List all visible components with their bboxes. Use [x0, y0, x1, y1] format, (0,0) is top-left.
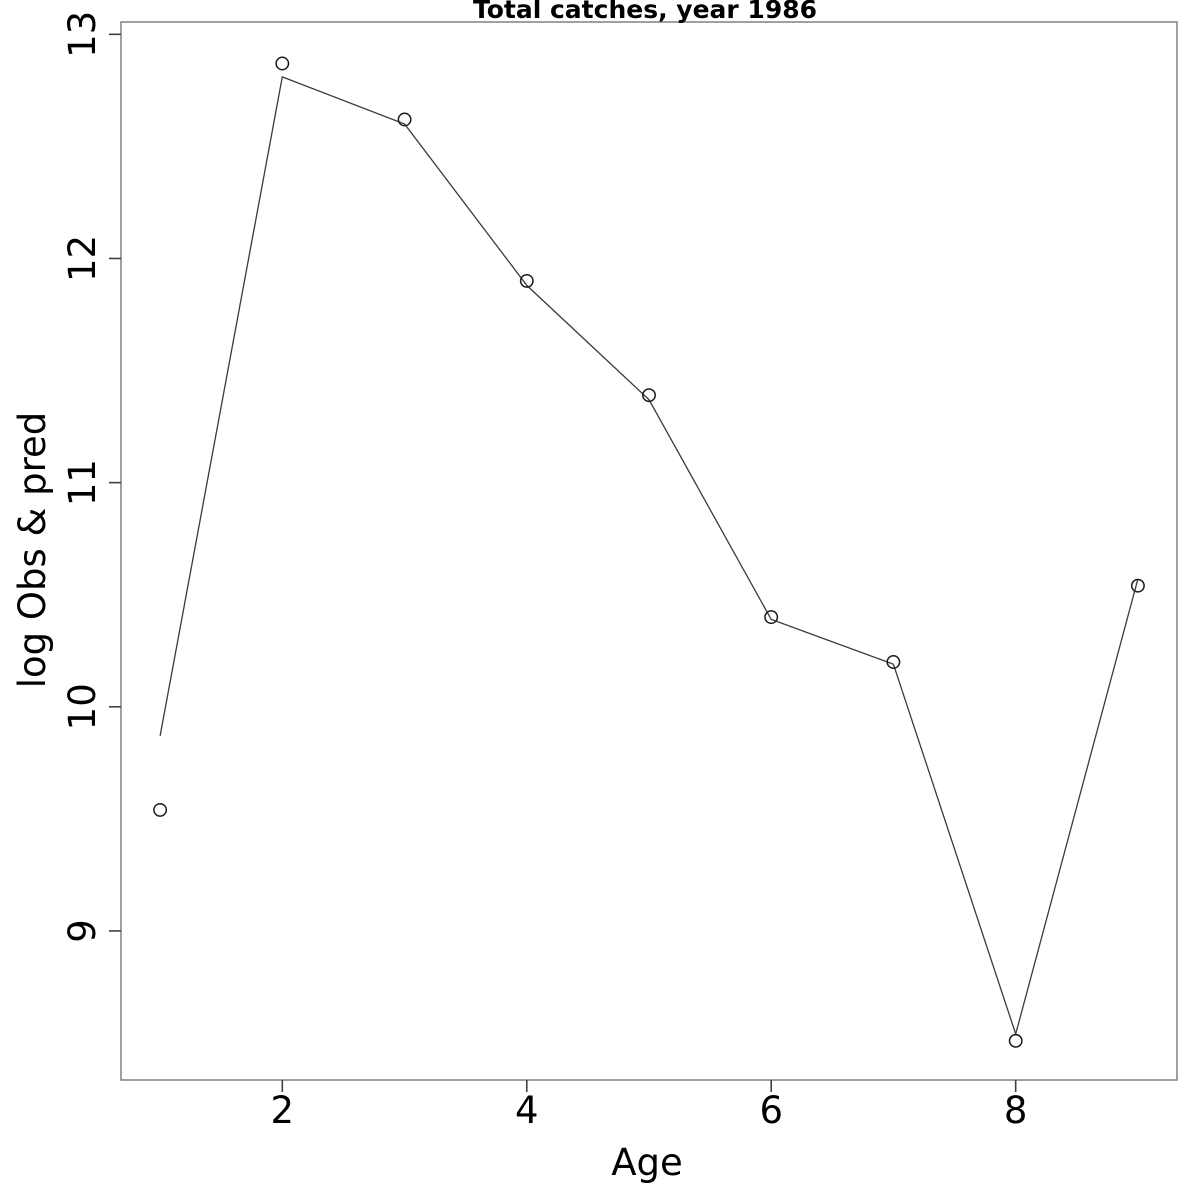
- prediction-polyline: [159, 76, 1139, 1037]
- plot-border: [120, 21, 1178, 1081]
- prediction-line-series: [159, 76, 1139, 1037]
- x-axis-ticks: 2 4 6 8: [271, 1080, 1028, 1132]
- y-axis-ticks: 9 10 11 12 13: [61, 11, 121, 943]
- y-tick-label: 10: [61, 683, 104, 730]
- observed-point-age-5: [642, 388, 656, 403]
- observed-point-age-4: [519, 273, 534, 288]
- y-tick-label: 13: [61, 11, 104, 58]
- observed-point-age-2: [275, 56, 290, 71]
- x-tick-label: 4: [515, 1089, 539, 1132]
- y-tick-label: 9: [61, 919, 104, 943]
- observed-point-age-7: [886, 655, 901, 669]
- y-tick-label: 11: [61, 459, 104, 506]
- x-tick-label: 2: [271, 1089, 295, 1132]
- observed-point-age-6: [764, 610, 779, 625]
- x-axis-label: Age: [611, 1141, 683, 1184]
- observed-point-age-9: [1130, 578, 1145, 593]
- y-tick-label: 12: [61, 235, 104, 282]
- observed-point-age-8: [1008, 1033, 1023, 1048]
- observed-point-age-3: [397, 112, 412, 127]
- observed-point-age-1: [153, 802, 168, 817]
- x-tick-label: 8: [1004, 1089, 1028, 1132]
- y-axis-label: log Obs & pred: [11, 412, 54, 689]
- x-tick-label: 6: [759, 1089, 783, 1132]
- observed-points-series: [153, 56, 1145, 1048]
- plot-box: [120, 21, 1178, 1081]
- chart-title: Total catches, year 1986: [473, 0, 817, 24]
